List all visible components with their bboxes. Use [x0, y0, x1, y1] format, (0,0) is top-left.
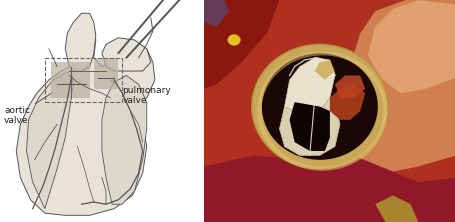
- Polygon shape: [314, 60, 334, 80]
- Polygon shape: [16, 18, 155, 215]
- Polygon shape: [94, 58, 118, 89]
- Text: pulmonary
valve: pulmonary valve: [111, 81, 171, 105]
- Bar: [45, 58, 122, 102]
- Circle shape: [228, 34, 240, 46]
- Polygon shape: [203, 0, 228, 27]
- Polygon shape: [329, 84, 364, 120]
- Polygon shape: [367, 0, 455, 93]
- Polygon shape: [374, 195, 417, 222]
- Polygon shape: [26, 71, 73, 209]
- Text: aortic
valve: aortic valve: [4, 93, 53, 125]
- Polygon shape: [102, 38, 151, 71]
- Polygon shape: [51, 62, 90, 98]
- Polygon shape: [203, 0, 279, 89]
- Polygon shape: [284, 58, 334, 115]
- Polygon shape: [289, 102, 329, 151]
- Polygon shape: [102, 75, 147, 204]
- Polygon shape: [65, 13, 96, 71]
- Polygon shape: [334, 75, 364, 98]
- Polygon shape: [279, 98, 339, 155]
- Ellipse shape: [261, 53, 377, 160]
- Ellipse shape: [251, 44, 387, 169]
- Polygon shape: [203, 151, 455, 222]
- Polygon shape: [342, 0, 455, 173]
